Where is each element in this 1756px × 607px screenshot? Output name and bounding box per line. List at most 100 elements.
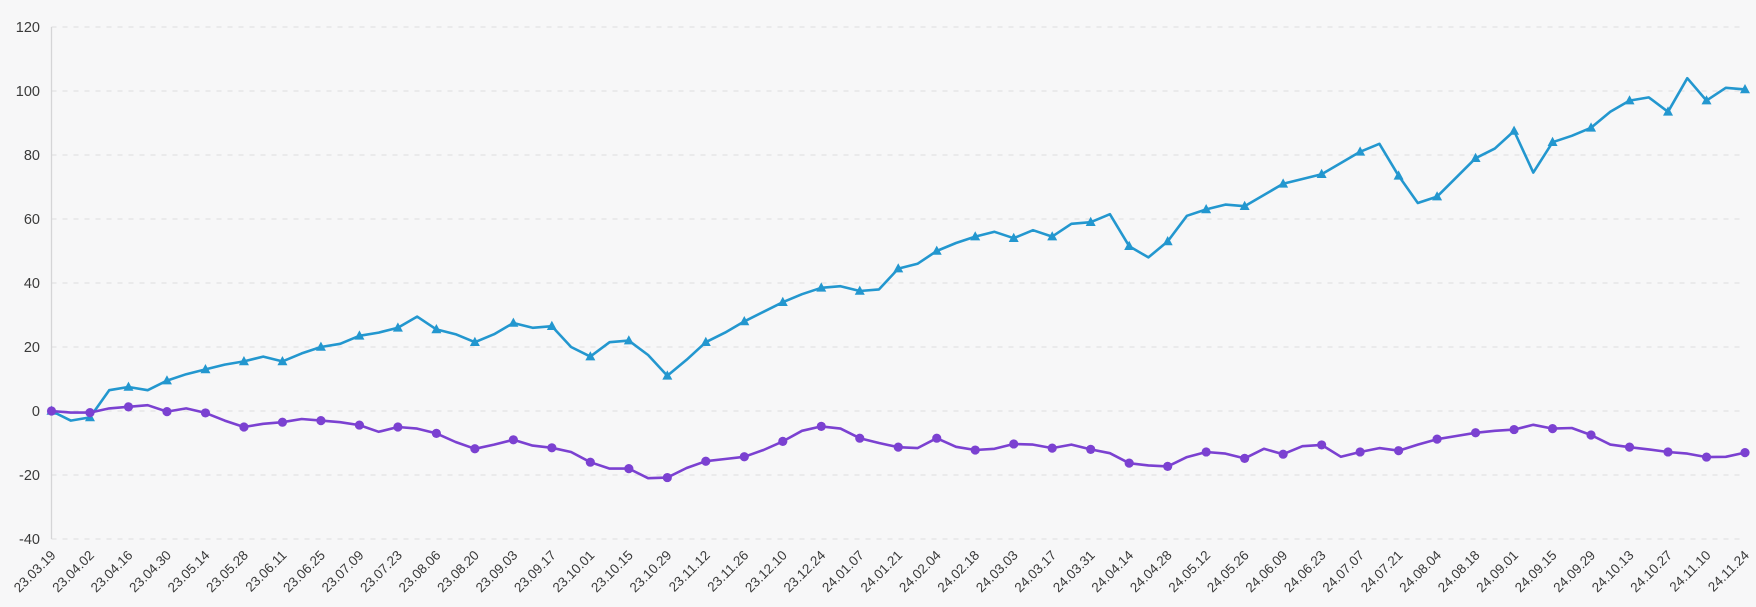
purple-series-marker (1624, 442, 1635, 452)
blue-series-marker (277, 356, 288, 366)
blue-series-marker (816, 282, 827, 292)
purple-series-marker (893, 442, 903, 452)
blue-series-marker (546, 320, 557, 330)
blue-series-marker (1162, 236, 1173, 246)
blue-series-marker (1239, 200, 1250, 210)
purple-series-marker (200, 408, 211, 418)
purple-series-marker (547, 443, 557, 453)
x-tick-label: 24.10.27 (1627, 548, 1675, 596)
purple-series-marker (1086, 444, 1096, 454)
blue-series-marker (700, 336, 711, 346)
blue-series-marker (1586, 122, 1597, 132)
purple-series-marker (701, 456, 711, 466)
purple-series-marker (123, 402, 134, 412)
blue-series-marker (354, 330, 365, 340)
purple-series-marker (1278, 449, 1288, 459)
blue-series-marker (1355, 146, 1366, 156)
purple-series-marker (1009, 439, 1019, 449)
blue-series-marker (893, 263, 904, 273)
blue-series-marker (1547, 136, 1558, 146)
purple-series-marker (46, 406, 57, 416)
purple-series-marker (816, 421, 826, 431)
blue-series-marker (200, 364, 211, 374)
x-tick-label: 24.11.24 (1705, 547, 1752, 594)
blue-series-marker (1124, 240, 1135, 250)
purple-series-marker (855, 433, 865, 443)
purple-series-marker (1509, 424, 1519, 435)
blue-series-marker (777, 296, 788, 306)
y-tick-label: -20 (19, 468, 40, 484)
purple-series-marker (1317, 440, 1327, 450)
y-tick-label: 0 (32, 404, 40, 420)
purple-series-marker (162, 407, 172, 417)
purple-series-marker (1663, 447, 1673, 457)
y-tick-label: 100 (16, 84, 40, 100)
blue-series-marker (1432, 191, 1443, 201)
blue-series-marker (1701, 95, 1712, 105)
blue-series-marker (1278, 178, 1289, 188)
purple-series-marker (1470, 428, 1481, 438)
purple-series-marker (354, 420, 365, 430)
blue-series-marker (392, 322, 403, 332)
y-tick-label: 40 (24, 276, 40, 292)
y-tick-label: 20 (24, 340, 40, 356)
blue-series-marker (1316, 168, 1327, 178)
blue-series-marker (931, 245, 942, 255)
purple-series-marker (739, 452, 749, 462)
purple-series-marker (1355, 447, 1365, 457)
blue-series-marker (1470, 152, 1481, 162)
blue-series-marker (1624, 95, 1635, 105)
purple-series-marker (778, 436, 788, 446)
purple-series-marker (970, 445, 980, 455)
blue-series-marker (238, 356, 249, 366)
blue-series-marker (1740, 84, 1750, 94)
blue-series-marker (1509, 125, 1520, 135)
blue-series-marker (123, 381, 134, 391)
purple-series-marker (932, 433, 942, 443)
purple-series-marker (1124, 458, 1134, 468)
purple-series-marker (1163, 461, 1173, 471)
purple-series-marker (277, 417, 288, 427)
purple-series-marker (1547, 424, 1558, 434)
blue-series-marker (623, 335, 634, 345)
purple-series-marker (431, 428, 441, 438)
purple-series-marker (1047, 443, 1057, 453)
blue-series-marker (1393, 170, 1404, 180)
purple-series-marker (1586, 430, 1596, 440)
purple-series-marker (1240, 453, 1250, 463)
blue-series-marker (315, 341, 326, 351)
blue-series-marker (585, 351, 596, 361)
purple-series-marker (662, 472, 672, 483)
blue-series-marker (431, 324, 442, 334)
purple-series-marker (1432, 434, 1442, 444)
blue-series-marker (1663, 106, 1674, 116)
x-tick-label: 24.11.10 (1667, 548, 1714, 595)
blue-series-marker (739, 316, 750, 326)
purple-series-marker (1394, 446, 1404, 456)
x-tick-label: 23.10.29 (627, 548, 675, 596)
x-tick-label: 23.05.28 (203, 548, 251, 596)
y-tick-label: -40 (19, 532, 40, 548)
purple-series-marker (316, 416, 326, 426)
purple-series-marker (85, 408, 95, 418)
purple-series-marker (624, 464, 634, 474)
blue-series-marker (469, 336, 480, 346)
y-tick-label: 60 (24, 212, 40, 228)
blue-series-marker (1008, 232, 1019, 242)
blue-series-marker (662, 370, 673, 380)
blue-series-marker (854, 285, 865, 295)
purple-series-marker (585, 457, 595, 467)
plot-area[interactable] (52, 27, 1746, 539)
y-tick-label: 120 (16, 20, 40, 36)
y-tick-label: 80 (24, 148, 40, 164)
purple-series-marker (1740, 448, 1750, 458)
blue-series-marker (1201, 204, 1212, 214)
blue-series-marker (970, 231, 981, 241)
purple-series-marker (393, 422, 403, 432)
blue-series-marker (1047, 231, 1058, 241)
purple-series-marker (239, 422, 249, 432)
purple-series-marker (470, 444, 480, 454)
x-tick-label: 23.11.12 (666, 548, 713, 595)
